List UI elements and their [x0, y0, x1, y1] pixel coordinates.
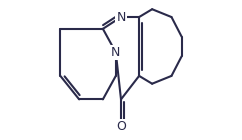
Text: O: O — [116, 120, 126, 133]
Text: N: N — [116, 10, 126, 24]
Text: N: N — [111, 46, 121, 59]
